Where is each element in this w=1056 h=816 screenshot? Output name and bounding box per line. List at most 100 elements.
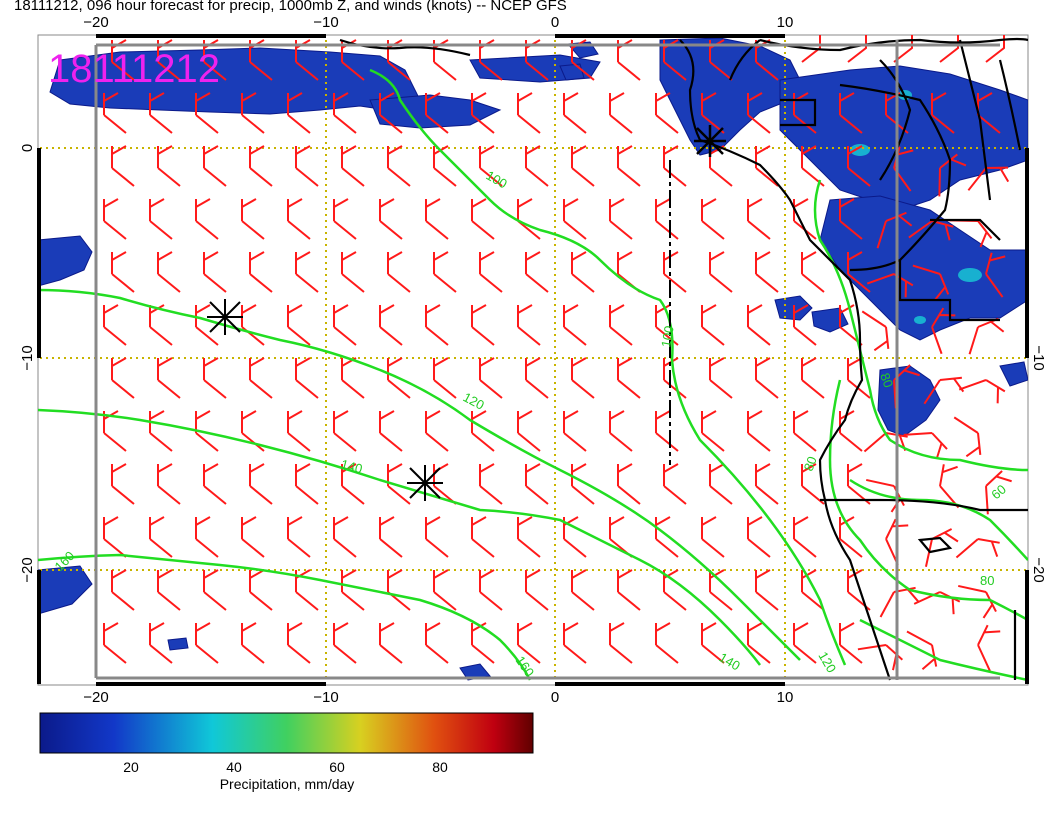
- wind-barb: [157, 251, 181, 293]
- wind-barb: [525, 569, 549, 611]
- wind-barb: [287, 410, 311, 452]
- wind-barb: [379, 410, 403, 452]
- wind-barb: [517, 516, 541, 558]
- top-lon-label: 10: [777, 14, 794, 31]
- wind-barb: [287, 198, 311, 240]
- wind-barb: [571, 357, 595, 399]
- wind-barb: [617, 463, 641, 505]
- wind-barb: [755, 357, 779, 399]
- wind-barb: [295, 463, 319, 505]
- wind-barb: [563, 410, 587, 452]
- contour-label: 80: [980, 573, 994, 588]
- wind-barb: [479, 145, 503, 187]
- wind-barb: [333, 410, 357, 452]
- wind-barb: [103, 622, 127, 664]
- wind-barb: [249, 569, 273, 611]
- wind-barb: [479, 357, 503, 399]
- wind-barb: [609, 622, 633, 664]
- wind-barb: [287, 92, 311, 134]
- wind-barb: [793, 622, 817, 664]
- wind-barb: [517, 198, 541, 240]
- wind-barb: [793, 304, 817, 346]
- wind-barb: [609, 92, 633, 134]
- wind-barb: [563, 198, 587, 240]
- wind-barb: [471, 516, 495, 558]
- wind-barb: [655, 304, 679, 346]
- wind-barb: [333, 304, 357, 346]
- wind-barb: [617, 357, 641, 399]
- wind-barbs: [103, 35, 1012, 672]
- date-stamp: 18111212: [48, 47, 220, 91]
- wind-barb: [801, 357, 825, 399]
- wind-barb: [655, 198, 679, 240]
- lat-lon-grid: [40, 40, 1026, 680]
- wind-barb: [379, 92, 403, 134]
- wind-barb: [295, 357, 319, 399]
- wind-barb: [471, 92, 495, 134]
- wind-barb: [111, 569, 135, 611]
- wind-barb: [249, 463, 273, 505]
- wind-barb: [571, 145, 595, 187]
- wind-barb: [479, 251, 503, 293]
- wind-barb: [525, 463, 549, 505]
- wind-barb: [433, 357, 457, 399]
- wind-barb: [149, 198, 173, 240]
- wind-barb: [379, 516, 403, 558]
- wind-barb: [747, 198, 771, 240]
- wind-barb: [755, 251, 779, 293]
- wind-barb: [425, 410, 449, 452]
- left-lat-label: 0: [19, 144, 36, 152]
- wind-barb: [953, 416, 982, 458]
- wind-barb: [333, 198, 357, 240]
- wind-barb: [387, 357, 411, 399]
- wind-barb: [709, 463, 733, 505]
- wind-barb: [425, 304, 449, 346]
- wind-barb: [341, 145, 365, 187]
- wind-barb: [195, 198, 219, 240]
- wind-barb: [977, 624, 1001, 672]
- left-lat-label: −10: [19, 345, 36, 370]
- right-lat-label: −20: [1030, 557, 1047, 582]
- wind-barb: [617, 145, 641, 187]
- wind-barb: [793, 410, 817, 452]
- wind-barb: [958, 379, 1006, 404]
- wind-barb: [103, 304, 127, 346]
- wind-barb: [195, 622, 219, 664]
- wind-barb: [341, 251, 365, 293]
- wind-barb: [655, 622, 679, 664]
- wind-barb: [103, 92, 127, 134]
- wind-barb: [747, 410, 771, 452]
- height-contours: [38, 68, 1028, 682]
- wind-barb: [609, 198, 633, 240]
- wind-barb: [747, 516, 771, 558]
- wind-barb: [425, 198, 449, 240]
- wind-barb: [563, 304, 587, 346]
- wind-barb: [701, 516, 725, 558]
- wind-barb: [157, 463, 181, 505]
- wind-barb: [103, 198, 127, 240]
- star-marker: [207, 299, 243, 335]
- wind-barb: [517, 92, 541, 134]
- wind-barb: [801, 35, 821, 63]
- contour-label: 80: [801, 454, 820, 473]
- wind-barb: [801, 569, 825, 611]
- wind-barb: [195, 516, 219, 558]
- wind-barb: [203, 463, 227, 505]
- wind-barb: [517, 622, 541, 664]
- wind-barb: [157, 145, 181, 187]
- wind-barb: [157, 357, 181, 399]
- wind-barb: [195, 92, 219, 134]
- wind-barb: [111, 251, 135, 293]
- wind-barb: [433, 251, 457, 293]
- colorbar-ticks: 20 40 60 80: [123, 759, 448, 775]
- wind-barb: [663, 145, 687, 187]
- wind-barb: [755, 569, 779, 611]
- wind-barb: [747, 304, 771, 346]
- wind-barb: [747, 92, 771, 134]
- wind-barb: [847, 35, 867, 63]
- wind-barb: [295, 145, 319, 187]
- bottom-lon-label: 0: [551, 689, 559, 706]
- axis-labels: −20 −10 0 10 −20 −10 0 10 0 −10 −20 −10 …: [19, 14, 1047, 706]
- wind-barb: [333, 92, 357, 134]
- wind-barb: [839, 622, 863, 664]
